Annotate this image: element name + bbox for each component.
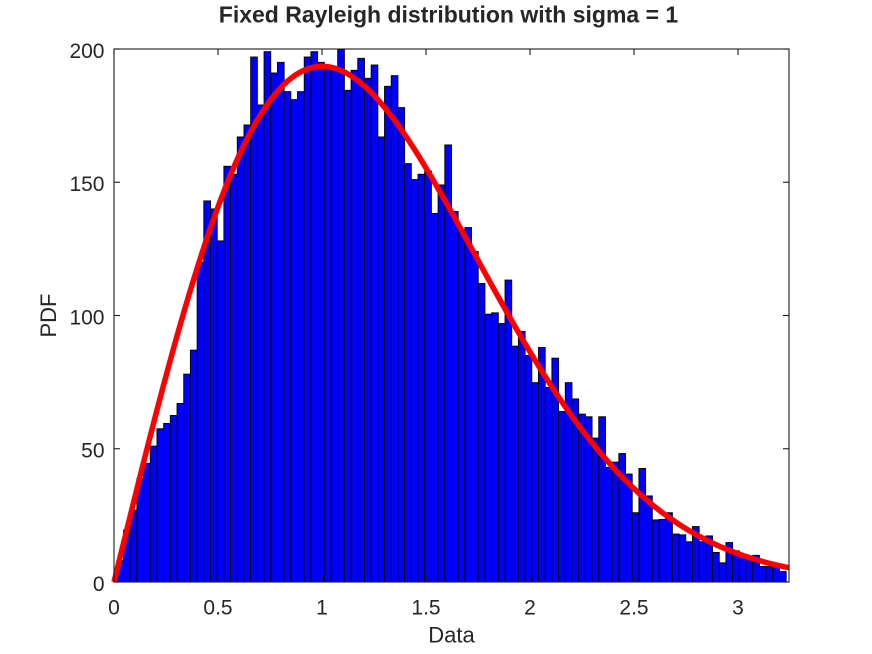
svg-text:Fixed Rayleigh distribution wi: Fixed Rayleigh distribution with sigma =… bbox=[219, 2, 679, 28]
svg-text:2: 2 bbox=[524, 597, 536, 620]
svg-text:2.5: 2.5 bbox=[619, 597, 648, 620]
svg-text:100: 100 bbox=[69, 306, 104, 329]
svg-text:Data: Data bbox=[428, 622, 475, 647]
svg-text:0.5: 0.5 bbox=[203, 597, 232, 620]
svg-text:0: 0 bbox=[108, 597, 120, 620]
svg-text:1: 1 bbox=[316, 597, 328, 620]
svg-text:50: 50 bbox=[81, 440, 104, 463]
svg-text:3: 3 bbox=[732, 597, 744, 620]
svg-text:150: 150 bbox=[69, 173, 104, 196]
svg-text:0: 0 bbox=[93, 573, 105, 596]
svg-text:PDF: PDF bbox=[36, 294, 61, 338]
svg-text:200: 200 bbox=[69, 40, 104, 63]
svg-text:1.5: 1.5 bbox=[411, 597, 440, 620]
